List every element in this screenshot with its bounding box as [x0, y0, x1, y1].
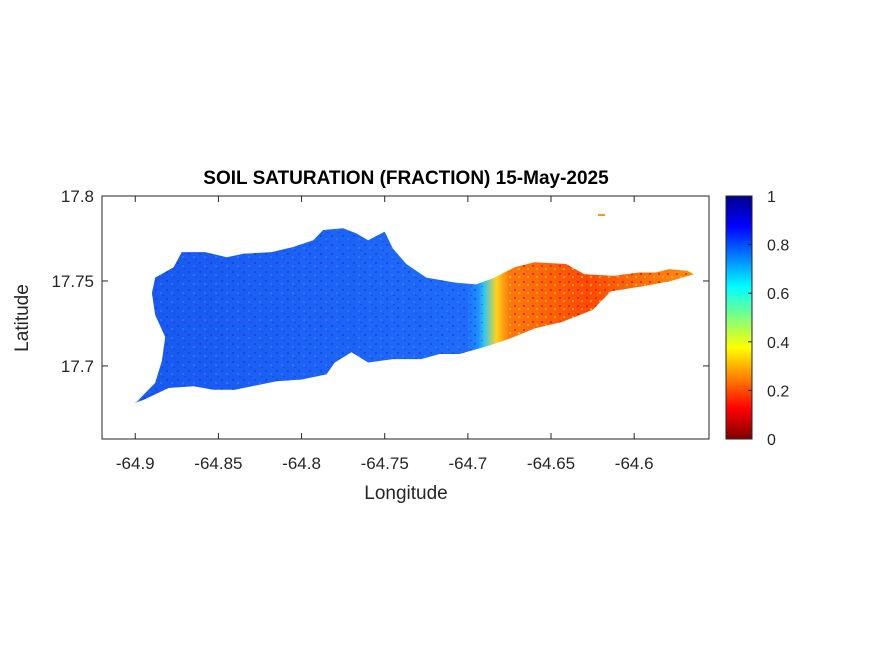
- colorbar-tick-label: 0: [767, 432, 776, 449]
- island-saturation-field: [133, 214, 695, 404]
- x-tick-label: -64.6: [615, 454, 654, 473]
- y-tick-label: 17.7: [61, 357, 94, 376]
- x-tick-label: -64.7: [448, 454, 487, 473]
- colorbar-tick-label: 0.2: [767, 383, 789, 400]
- x-tick-label: -64.85: [194, 454, 242, 473]
- y-tick-label: 17.8: [61, 187, 94, 206]
- colorbar-tick-label: 0.8: [767, 238, 789, 255]
- colorbar: [725, 195, 753, 440]
- x-tick-label: -64.9: [116, 454, 155, 473]
- y-tick-label: 17.75: [51, 272, 94, 291]
- x-tick-label: -64.8: [282, 454, 321, 473]
- x-axis-label: Longitude: [364, 483, 447, 504]
- x-tick-label: -64.65: [527, 454, 575, 473]
- x-axis-ticks: -64.9 -64.85 -64.8 -64.75 -64.7 -64.65 -64.6: [116, 196, 654, 473]
- map-title: SOIL SATURATION (FRACTION) 15-May-2025: [203, 168, 609, 189]
- colorbar-ticks: 0 0.2 0.4 0.6 0.8 1: [748, 189, 789, 449]
- small-islet: [598, 214, 605, 216]
- colorbar-tick-label: 0.6: [767, 286, 789, 303]
- colorbar-tick-label: 1: [767, 189, 776, 206]
- colorbar-tick-label: 0.4: [767, 335, 789, 352]
- saturation-texture-east: [507, 262, 694, 340]
- y-axis-label: Latitude: [12, 284, 33, 352]
- x-tick-label: -64.75: [361, 454, 409, 473]
- y-axis-ticks: 17.7 17.75 17.8: [51, 187, 709, 376]
- saturation-texture-west: [133, 228, 485, 404]
